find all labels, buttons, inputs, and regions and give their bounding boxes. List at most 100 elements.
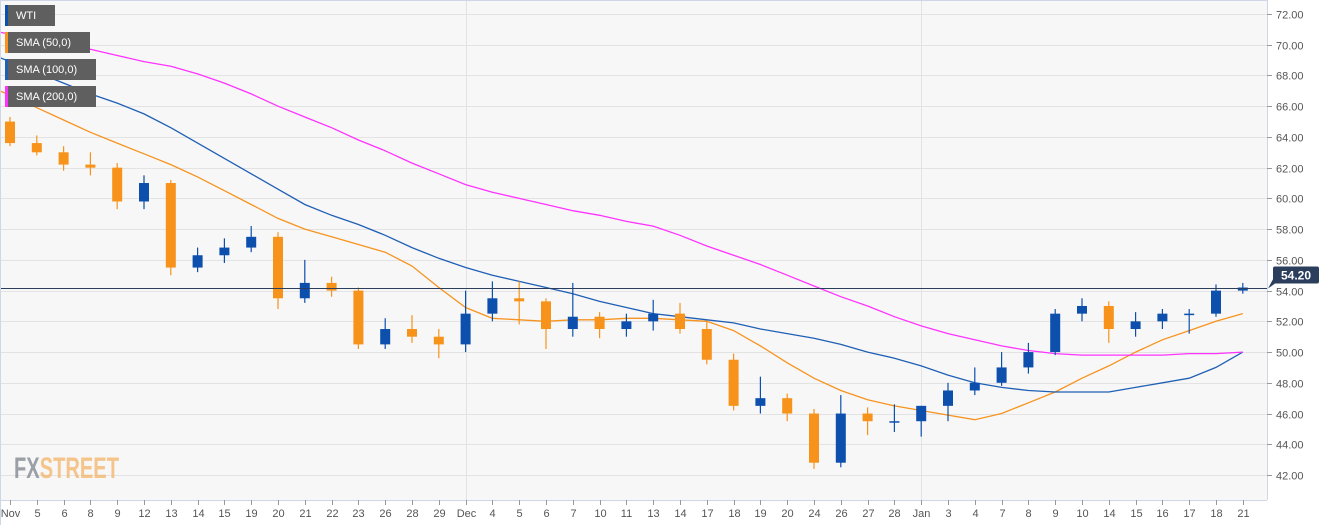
sma-line-200: [0, 31, 1243, 356]
x-axis: Nov 5 6 8 9 12 13 14 15 19 20 21 22 23 26 28 29 Dec 4 5 6 7 10…: [1, 500, 1250, 520]
candle-bullish: [460, 290, 471, 353]
candle-body: [165, 183, 176, 268]
x-tick-label: 10: [1076, 508, 1088, 520]
x-tick-label: 26: [379, 508, 391, 520]
candle-body: [1211, 290, 1221, 314]
candle-bullish: [246, 226, 257, 253]
candle-body: [675, 313, 685, 330]
y-tick-label: 72.00: [1276, 10, 1304, 22]
legend-item-sma50[interactable]: SMA (50,0): [5, 32, 90, 53]
candle-body: [782, 398, 793, 414]
y-tick-label: 68.00: [1276, 71, 1304, 83]
legend-label: SMA (100,0): [16, 63, 78, 76]
y-tick-label: 58.00: [1276, 225, 1304, 237]
candle-body: [58, 152, 69, 165]
sma-line-100: [0, 57, 1244, 393]
x-tick-label: 12: [138, 508, 150, 520]
x-tick-label: 5: [516, 508, 522, 520]
watermark-street: STREET: [40, 452, 119, 485]
legend-item-wti[interactable]: WTI: [5, 5, 55, 26]
last-price-box: [1273, 266, 1319, 284]
candle-bearish: [433, 329, 444, 359]
legend-label: WTI: [16, 9, 37, 22]
y-tick-label: 42.00: [1276, 471, 1304, 483]
x-tick-label: 21: [299, 508, 311, 520]
candle-bullish: [969, 367, 980, 396]
legend-swatch: [5, 59, 8, 80]
x-tick-label: 4: [489, 508, 495, 520]
candle-bearish: [112, 163, 123, 210]
legend-item-sma200[interactable]: SMA (200,0): [5, 86, 96, 107]
candle-bullish: [1184, 309, 1195, 334]
candle-bullish: [889, 404, 900, 432]
candle-body: [112, 167, 123, 202]
sma-line-50: [0, 90, 1243, 421]
x-tick-label: 19: [754, 508, 766, 520]
sma-lines: [0, 31, 1244, 421]
candle-bullish: [380, 318, 391, 349]
candle-body: [273, 236, 283, 299]
candle-bullish: [1050, 309, 1061, 356]
candle-body: [85, 164, 96, 168]
candle-body: [219, 247, 230, 256]
svg-text:FXSTREET: FXSTREET: [14, 452, 119, 485]
candle-body: [1103, 305, 1114, 330]
y-tick-label: 60.00: [1276, 194, 1304, 206]
candle-body: [943, 390, 953, 406]
x-tick-label: 18: [728, 508, 740, 520]
x-tick-label: 9: [1052, 508, 1058, 520]
watermark-fx: FX: [14, 452, 40, 485]
x-tick-label: 7: [570, 508, 576, 520]
candle-body: [1130, 321, 1141, 330]
candle-bearish: [541, 298, 551, 349]
candle-body: [5, 121, 15, 144]
candle-bearish: [728, 353, 739, 411]
y-tick-label: 48.00: [1276, 379, 1304, 391]
y-tick-label: 52.00: [1276, 317, 1304, 329]
candle-bearish: [407, 315, 417, 343]
candle-bullish: [192, 247, 203, 273]
candle-bullish: [755, 376, 766, 414]
candle-body: [1157, 313, 1168, 322]
candle-bearish: [1103, 301, 1114, 343]
x-tick-label: 8: [1025, 508, 1031, 520]
candle-bullish: [996, 352, 1007, 386]
candle-bearish: [809, 408, 819, 469]
x-tick-label: 16: [1156, 508, 1168, 520]
x-tick-label: 26: [835, 508, 847, 520]
y-axis: 42.00 44.00 46.00 48.00 50.00 52.00 54.00 56.00…: [1267, 10, 1304, 483]
x-tick-label: 10: [594, 508, 606, 520]
candle-bullish: [943, 382, 953, 422]
x-tick-label: 14: [674, 508, 686, 520]
last-price-badge: 54.20: [1268, 266, 1319, 289]
candle-body: [380, 329, 391, 345]
candle-body: [31, 143, 42, 153]
candle-body: [1077, 305, 1087, 314]
x-tick-label: 23: [352, 508, 364, 520]
candle-body: [701, 329, 712, 360]
x-tick-label: 13: [165, 508, 177, 520]
candle-bullish: [299, 259, 310, 303]
x-tick-label: 29: [433, 508, 445, 520]
candle-body: [541, 301, 551, 330]
fxstreet-watermark: FXSTREET: [14, 452, 119, 485]
candle-body: [889, 421, 900, 423]
x-tick-label: 18: [1210, 508, 1222, 520]
candle-body: [916, 405, 927, 422]
last-price-label: 54.20: [1281, 269, 1311, 283]
candle-bullish: [219, 238, 230, 263]
candle-body: [648, 313, 659, 322]
x-tick-label: 28: [406, 508, 418, 520]
candle-bearish: [782, 393, 793, 422]
candle-body: [246, 236, 257, 248]
candle-body: [809, 413, 819, 463]
x-tick-label: 27: [862, 508, 874, 520]
candle-body: [567, 316, 578, 330]
candle-bearish: [353, 287, 364, 349]
legend-item-sma100[interactable]: SMA (100,0): [5, 59, 96, 80]
candle-bullish: [567, 282, 578, 337]
candle-bullish: [1023, 342, 1034, 374]
candle-body: [353, 290, 364, 345]
candle-body: [1023, 352, 1034, 368]
